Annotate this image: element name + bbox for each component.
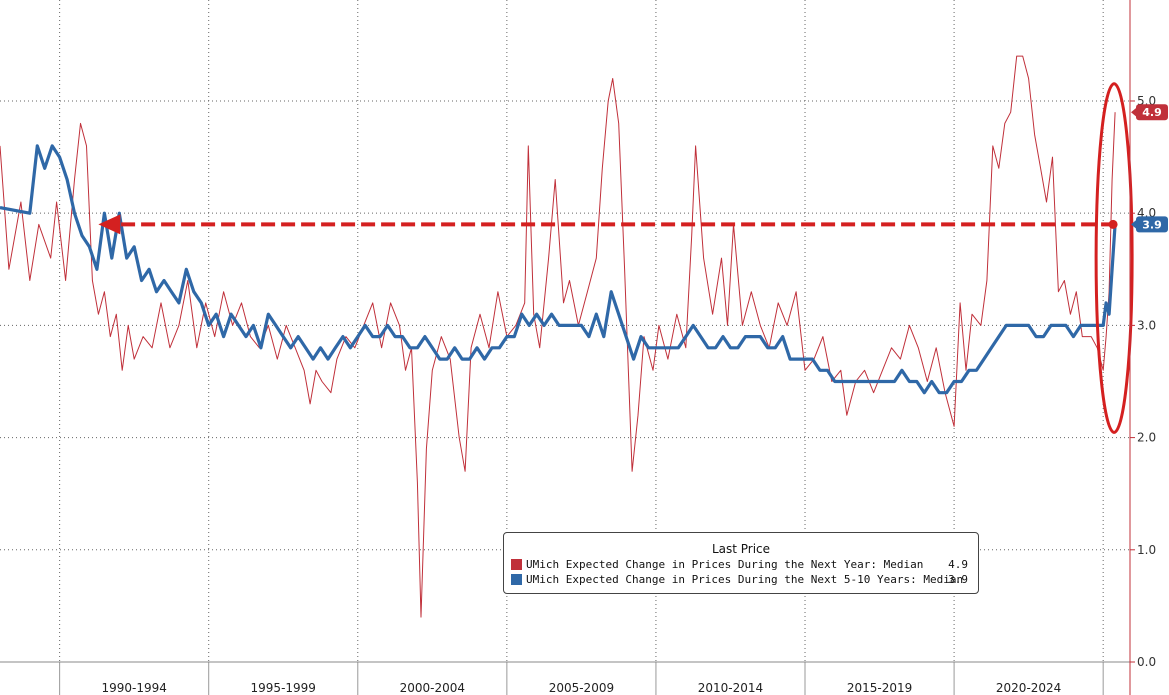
last-value-badge-pointer xyxy=(1131,219,1137,230)
chart-legend: Last Price UMich Expected Change in Pric… xyxy=(503,532,979,594)
legend-label-one-year: UMich Expected Change in Prices During t… xyxy=(526,558,924,571)
series-layer xyxy=(0,55,1117,618)
y-tick-label: 2.0 xyxy=(1137,431,1156,445)
legend-value-five-ten-year: 3.9 xyxy=(948,573,968,586)
annotation-layer xyxy=(98,82,1134,434)
x-tick-label: 2005-2009 xyxy=(549,681,614,695)
x-tick-label: 2015-2019 xyxy=(847,681,912,695)
legend-item-one-year: UMich Expected Change in Prices During t… xyxy=(504,557,978,572)
legend-title: Last Price xyxy=(711,542,771,556)
last-value-badge xyxy=(1136,104,1168,121)
last-value-badge-text: 3.9 xyxy=(1142,218,1162,231)
last-value-badge-text: 4.9 xyxy=(1142,106,1162,119)
legend-value-one-year: 4.9 xyxy=(948,558,968,571)
legend-swatch-five-ten-year xyxy=(511,574,522,585)
legend-label-five-ten-year: UMich Expected Change in Prices During t… xyxy=(526,573,964,586)
highlight-ellipse xyxy=(1094,82,1134,434)
x-tick-label: 2020-2024 xyxy=(996,681,1061,695)
x-tick-label: 2010-2014 xyxy=(698,681,763,695)
y-tick-label: 0.0 xyxy=(1137,655,1156,669)
y-tick-label: 1.0 xyxy=(1137,543,1156,557)
arrow-origin-dot xyxy=(1108,219,1118,229)
arrow-head xyxy=(98,214,121,235)
series-line-one-year xyxy=(0,55,1116,618)
legend-swatch-one-year xyxy=(511,559,522,570)
x-tick-label: 2000-2004 xyxy=(400,681,465,695)
last-value-badge-pointer xyxy=(1131,107,1137,118)
legend-item-five-ten-year: UMich Expected Change in Prices During t… xyxy=(504,572,978,587)
y-tick-label: 3.0 xyxy=(1137,318,1156,332)
series-line-five-ten-year xyxy=(0,144,1117,395)
last-value-badge xyxy=(1136,216,1168,233)
x-tick-label: 1990-1994 xyxy=(101,681,166,695)
x-tick-label: 1995-1999 xyxy=(251,681,316,695)
